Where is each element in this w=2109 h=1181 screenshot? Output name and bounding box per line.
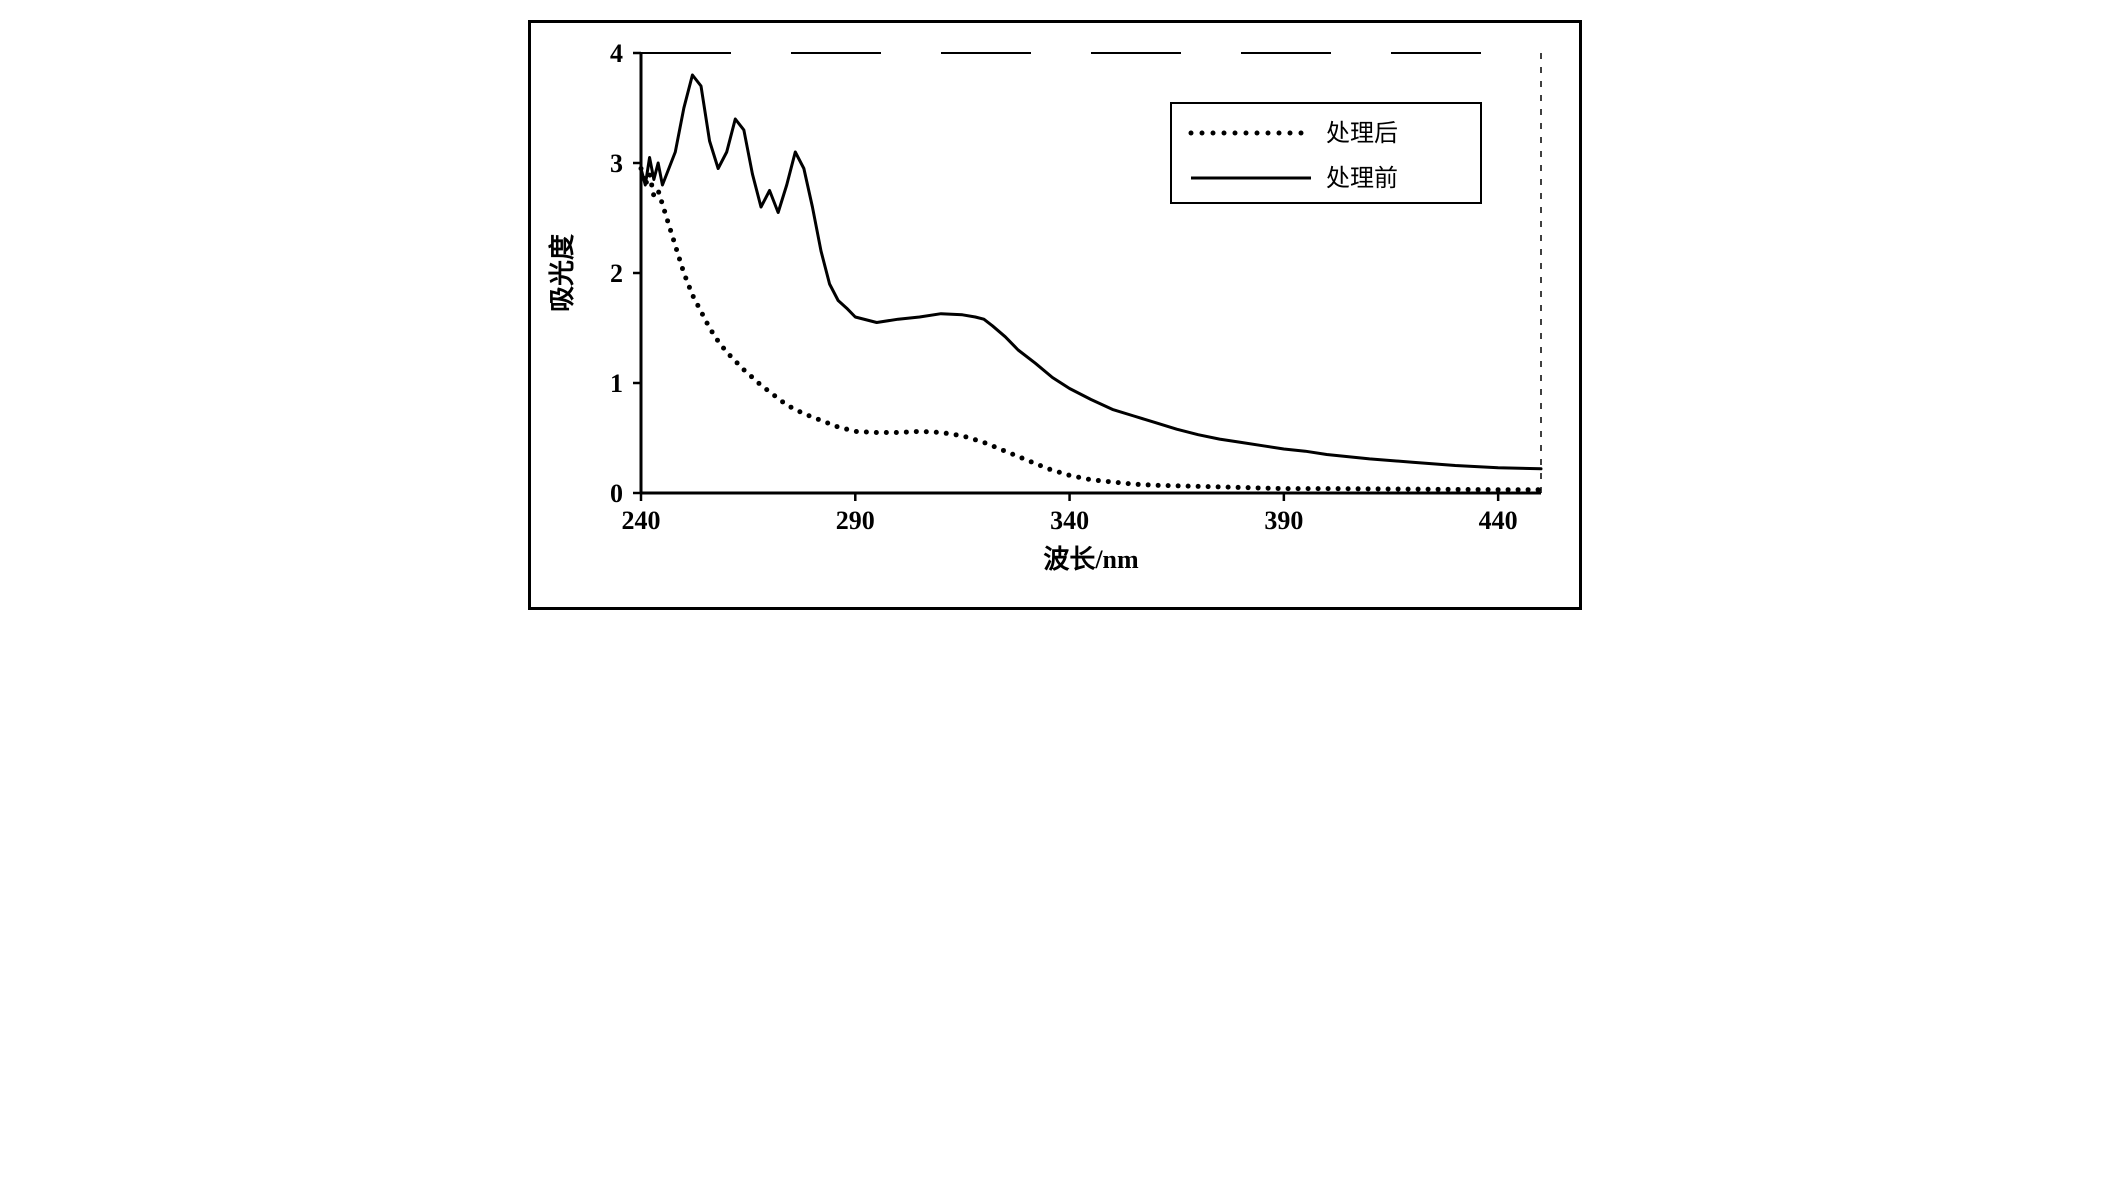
legend-swatch-dot [1232,131,1237,136]
legend-swatch-dot [1254,131,1259,136]
legend-label: 处理前 [1326,165,1398,192]
y-tick-label: 2 [610,259,623,288]
y-axis-label: 吸光度 [547,234,577,312]
line-chart: 0 1 2 3 4 240 290 340 390 440 波长/nm 吸光度 处理后处理前 [531,23,1585,613]
legend-swatch-dot [1276,131,1281,136]
y-tick-label: 4 [610,39,623,68]
x-tick-label: 240 [621,506,660,535]
legend-swatch-dot [1265,131,1270,136]
x-tick-label: 390 [1264,506,1303,535]
y-tick-label: 1 [610,369,623,398]
legend-swatch-dot [1188,131,1193,136]
legend-swatch-dot [1210,131,1215,136]
legend-swatch-dot [1243,131,1248,136]
x-tick-label: 340 [1050,506,1089,535]
series-处理后 [638,166,1540,492]
legend-swatch-dot [1287,131,1292,136]
x-tick-label: 290 [835,506,874,535]
chart-frame: 0 1 2 3 4 240 290 340 390 440 波长/nm 吸光度 处理后处理前 [528,20,1582,610]
x-tick-label: 440 [1478,506,1517,535]
chart-container: 0 1 2 3 4 240 290 340 390 440 波长/nm 吸光度 处理后处理前 [531,23,1579,607]
y-tick-label: 0 [610,479,623,508]
legend-swatch-dot [1221,131,1226,136]
x-axis-label: 波长/nm [1043,545,1139,574]
y-tick-label: 3 [610,149,623,178]
legend-swatch-dot [1199,131,1204,136]
legend-label: 处理后 [1326,120,1398,147]
legend-swatch-dot [1298,131,1303,136]
